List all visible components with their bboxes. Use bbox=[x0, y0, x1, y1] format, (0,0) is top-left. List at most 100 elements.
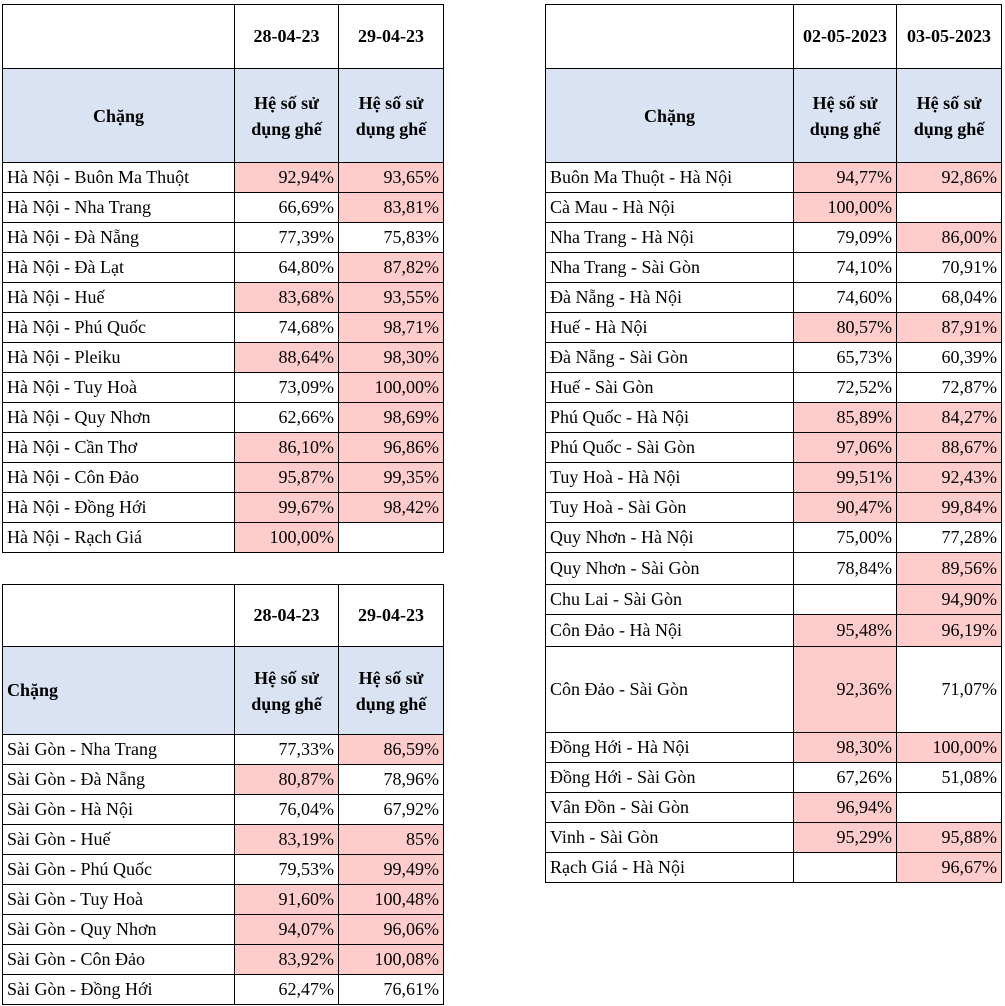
route-cell: Hà Nội - Tuy Hoà bbox=[2, 372, 235, 403]
route-cell: Hà Nội - Pleiku bbox=[2, 342, 235, 373]
value-cell-date2: 87,82% bbox=[338, 252, 444, 283]
value-cell-date1: 94,07% bbox=[234, 914, 339, 945]
header-row: Chặng Hệ số sử dụng ghế Hệ số sử dụng gh… bbox=[545, 68, 1002, 163]
route-cell: Chu Lai - Sài Gòn bbox=[545, 584, 794, 615]
table-row: Tuy Hoà - Sài Gòn 90,47% 99,84% bbox=[545, 492, 1002, 523]
table-row: Hà Nội - Quy Nhơn 62,66% 98,69% bbox=[2, 402, 444, 433]
table-saigon-departures: 28-04-23 29-04-23 Chặng Hệ số sử dụng gh… bbox=[2, 584, 444, 1005]
value-cell-date1 bbox=[793, 852, 897, 883]
value-cell-date1: 83,92% bbox=[234, 944, 339, 975]
table-return-routes: 02-05-2023 03-05-2023 Chặng Hệ số sử dụn… bbox=[545, 4, 1002, 883]
value-cell-date1: 99,51% bbox=[793, 462, 897, 493]
route-cell: Quy Nhơn - Sài Gòn bbox=[545, 552, 794, 585]
table-row: Hà Nội - Huế 83,68% 93,55% bbox=[2, 282, 444, 313]
date-header: 29-04-23 bbox=[338, 4, 444, 69]
value-cell-date1: 90,47% bbox=[793, 492, 897, 523]
value-cell-date2: 98,69% bbox=[338, 402, 444, 433]
route-cell: Sài Gòn - Nha Trang bbox=[2, 734, 235, 765]
value-cell-date2: 96,19% bbox=[896, 614, 1002, 647]
value-cell-date1: 95,87% bbox=[234, 462, 339, 493]
value-cell-date1: 66,69% bbox=[234, 192, 339, 223]
value-cell-date1: 79,53% bbox=[234, 854, 339, 885]
value-cell-date2: 83,81% bbox=[338, 192, 444, 223]
route-cell: Nha Trang - Sài Gòn bbox=[545, 252, 794, 283]
value-cell-date1: 95,48% bbox=[793, 614, 897, 647]
value-cell-date1: 74,10% bbox=[793, 252, 897, 283]
table-row: Sài Gòn - Tuy Hoà 91,60% 100,48% bbox=[2, 884, 444, 915]
route-cell: Nha Trang - Hà Nội bbox=[545, 222, 794, 253]
route-column-header: Chặng bbox=[2, 646, 235, 735]
date-header: 03-05-2023 bbox=[896, 4, 1002, 69]
route-cell: Phú Quốc - Sài Gòn bbox=[545, 432, 794, 463]
route-cell: Côn Đảo - Sài Gòn bbox=[545, 646, 794, 733]
route-cell: Sài Gòn - Tuy Hoà bbox=[2, 884, 235, 915]
value-cell-date2: 86,59% bbox=[338, 734, 444, 765]
value-cell-date1 bbox=[793, 584, 897, 615]
route-column-header: Chặng bbox=[545, 68, 794, 163]
value-cell-date2: 89,56% bbox=[896, 552, 1002, 585]
route-cell: Đà Nẵng - Hà Nội bbox=[545, 282, 794, 313]
table-row: Phú Quốc - Sài Gòn 97,06% 88,67% bbox=[545, 432, 1002, 463]
route-cell: Hà Nội - Nha Trang bbox=[2, 192, 235, 223]
route-column-header: Chặng bbox=[2, 68, 235, 163]
value-cell-date1: 92,36% bbox=[793, 646, 897, 733]
table-row: Chu Lai - Sài Gòn 94,90% bbox=[545, 584, 1002, 615]
table-row: Rạch Giá - Hà Nội 96,67% bbox=[545, 852, 1002, 883]
value-cell-date1: 80,57% bbox=[793, 312, 897, 343]
date-row: 28-04-23 29-04-23 bbox=[2, 584, 444, 647]
value-cell-date2: 72,87% bbox=[896, 372, 1002, 403]
route-cell: Hà Nội - Cần Thơ bbox=[2, 432, 235, 463]
route-cell: Rạch Giá - Hà Nội bbox=[545, 852, 794, 883]
value-cell-date2: 93,65% bbox=[338, 162, 444, 193]
route-cell: Sài Gòn - Hà Nội bbox=[2, 794, 235, 825]
value-cell-date1: 92,94% bbox=[234, 162, 339, 193]
table-row: Phú Quốc - Hà Nội 85,89% 84,27% bbox=[545, 402, 1002, 433]
table-row: Côn Đảo - Hà Nội 95,48% 96,19% bbox=[545, 614, 1002, 647]
route-cell: Sài Gòn - Phú Quốc bbox=[2, 854, 235, 885]
value-cell-date2: 100,48% bbox=[338, 884, 444, 915]
table-row: Nha Trang - Hà Nội 79,09% 86,00% bbox=[545, 222, 1002, 253]
route-cell: Hà Nội - Buôn Ma Thuột bbox=[2, 162, 235, 193]
table-row: Sài Gòn - Hà Nội 76,04% 67,92% bbox=[2, 794, 444, 825]
route-cell: Hà Nội - Côn Đảo bbox=[2, 462, 235, 493]
value-cell-date2: 51,08% bbox=[896, 762, 1002, 793]
table-row: Hà Nội - Cần Thơ 86,10% 96,86% bbox=[2, 432, 444, 463]
table-row: Sài Gòn - Đồng Hới 62,47% 76,61% bbox=[2, 974, 444, 1005]
value-cell-date1: 77,39% bbox=[234, 222, 339, 253]
value-cell-date2: 98,42% bbox=[338, 492, 444, 523]
value-cell-date2: 99,84% bbox=[896, 492, 1002, 523]
route-cell: Tuy Hoà - Hà Nội bbox=[545, 462, 794, 493]
value-cell-date1: 62,66% bbox=[234, 402, 339, 433]
metric-column-header: Hệ số sử dụng ghế bbox=[896, 68, 1002, 163]
table-row: Hà Nội - Buôn Ma Thuột 92,94% 93,65% bbox=[2, 162, 444, 193]
value-cell-date1: 73,09% bbox=[234, 372, 339, 403]
corner-cell bbox=[545, 4, 794, 69]
value-cell-date2: 68,04% bbox=[896, 282, 1002, 313]
header-row: Chặng Hệ số sử dụng ghế Hệ số sử dụng gh… bbox=[2, 68, 444, 163]
value-cell-date1: 96,94% bbox=[793, 792, 897, 823]
value-cell-date1: 100,00% bbox=[234, 522, 339, 553]
date-header: 28-04-23 bbox=[234, 4, 339, 69]
table-row: Đà Nẵng - Sài Gòn 65,73% 60,39% bbox=[545, 342, 1002, 373]
date-row: 28-04-23 29-04-23 bbox=[2, 4, 444, 69]
table-row: Đồng Hới - Sài Gòn 67,26% 51,08% bbox=[545, 762, 1002, 793]
table-row: Sài Gòn - Nha Trang 77,33% 86,59% bbox=[2, 734, 444, 765]
route-cell: Sài Gòn - Quy Nhơn bbox=[2, 914, 235, 945]
value-cell-date1: 94,77% bbox=[793, 162, 897, 193]
value-cell-date1: 80,87% bbox=[234, 764, 339, 795]
date-header: 02-05-2023 bbox=[793, 4, 897, 69]
table-row: Buôn Ma Thuột - Hà Nội 94,77% 92,86% bbox=[545, 162, 1002, 193]
value-cell-date2: 93,55% bbox=[338, 282, 444, 313]
value-cell-date1: 91,60% bbox=[234, 884, 339, 915]
value-cell-date1: 79,09% bbox=[793, 222, 897, 253]
route-cell: Hà Nội - Phú Quốc bbox=[2, 312, 235, 343]
value-cell-date2: 92,43% bbox=[896, 462, 1002, 493]
table-row: Hà Nội - Phú Quốc 74,68% 98,71% bbox=[2, 312, 444, 343]
value-cell-date2: 87,91% bbox=[896, 312, 1002, 343]
date-header: 28-04-23 bbox=[234, 584, 339, 647]
value-cell-date1: 100,00% bbox=[793, 192, 897, 223]
value-cell-date2: 67,92% bbox=[338, 794, 444, 825]
corner-cell bbox=[2, 584, 235, 647]
table-row: Huế - Sài Gòn 72,52% 72,87% bbox=[545, 372, 1002, 403]
value-cell-date2: 100,08% bbox=[338, 944, 444, 975]
